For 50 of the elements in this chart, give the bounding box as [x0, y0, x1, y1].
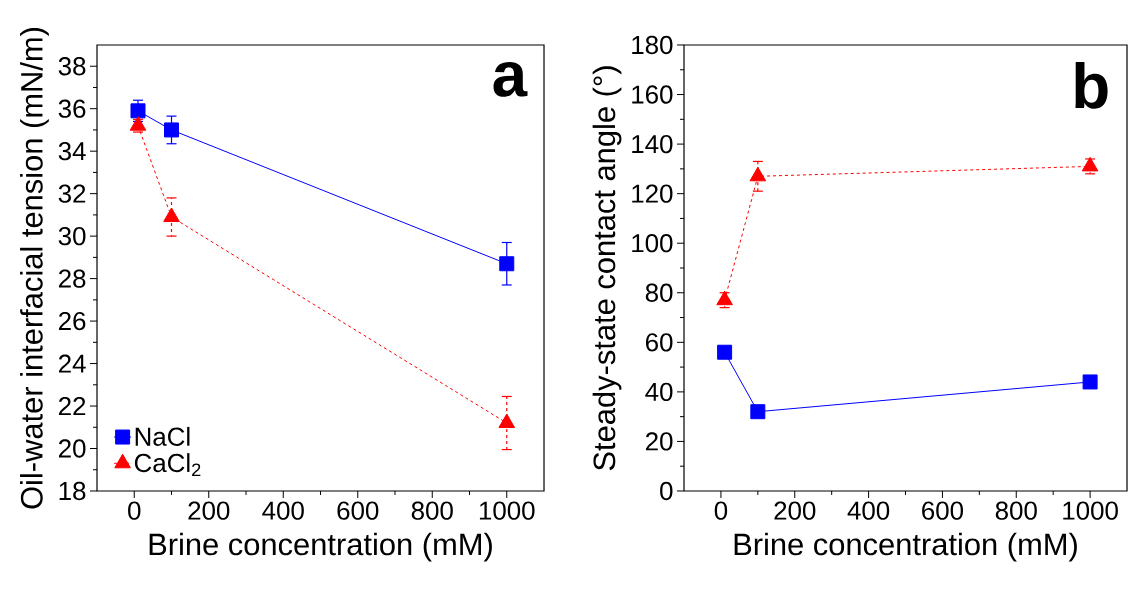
- y-tick-label: 40: [645, 382, 673, 402]
- annotation: b: [1075, 61, 1108, 109]
- x-tick-label: 0: [714, 501, 728, 520]
- y-tick-label: 180: [632, 35, 673, 55]
- y-tick-label: 28: [58, 269, 86, 288]
- x-tick-label: 400: [262, 501, 304, 520]
- point: [1082, 374, 1098, 390]
- x-axis-title: Brine concentration (mM): [734, 532, 1077, 562]
- legend-label: CaCl$_{2}$: [134, 453, 201, 477]
- y-tick-label: 20: [58, 439, 86, 458]
- y-tick-label: 80: [645, 283, 673, 302]
- y-tick-label: 120: [632, 184, 673, 203]
- annotation: a: [493, 61, 528, 97]
- point: [499, 256, 515, 272]
- point: [717, 344, 733, 360]
- x-tick-label: 600: [922, 501, 964, 520]
- x-tick-label: 800: [411, 501, 453, 520]
- legend-label: NaCl: [135, 426, 190, 446]
- y-tick-label: 0: [660, 481, 673, 501]
- y-tick-label: 100: [632, 234, 673, 253]
- point: [164, 122, 180, 138]
- point: [130, 103, 146, 119]
- x-tick-label: 1000: [479, 501, 535, 520]
- x-tick-label: 200: [774, 501, 816, 520]
- y-tick-label: 140: [632, 134, 673, 154]
- point: [749, 166, 767, 182]
- x-tick-label: 1000: [1063, 501, 1118, 520]
- x-tick-label: 200: [188, 501, 230, 520]
- y-tick-label: 30: [58, 226, 86, 246]
- point: [163, 207, 180, 223]
- y-tick-label: 32: [58, 184, 86, 203]
- x-tick-label: 600: [337, 501, 379, 520]
- y-tick-label: 38: [58, 57, 86, 76]
- y-tick-label: 60: [645, 333, 673, 352]
- x-tick-label: 800: [995, 501, 1037, 520]
- x-tick-label: 0: [128, 501, 141, 520]
- y-tick-label: 160: [632, 85, 673, 104]
- y-tick-label: 22: [58, 396, 86, 416]
- x-tick-label: 400: [847, 501, 890, 520]
- x-axis-title: Brine concentration (mM): [149, 532, 492, 562]
- y-tick-label: 18: [59, 481, 86, 501]
- y-tick-label: 36: [58, 99, 86, 118]
- y-tick-label: 26: [58, 311, 86, 331]
- y-tick-label: 34: [58, 142, 86, 161]
- point: [750, 404, 766, 420]
- y-axis-title: Oil-water interfacial tension (mN/m): [20, 27, 49, 509]
- y-tick-label: 20: [645, 432, 673, 451]
- point: [498, 413, 516, 429]
- y-tick-label: 24: [58, 354, 86, 373]
- y-axis-title: Steady-state contact angle (°): [592, 66, 622, 471]
